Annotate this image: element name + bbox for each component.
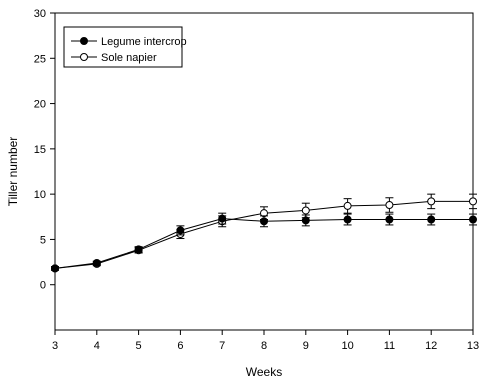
series-sole-napier [51,193,477,273]
y-tick-label: 15 [34,144,46,156]
data-point [385,201,394,210]
data-point [260,217,268,226]
x-tick-label: 8 [261,340,267,352]
data-point [134,245,143,254]
legend-label: Sole napier [101,52,157,64]
data-point [92,258,101,267]
y-tick-label: 0 [40,280,46,292]
x-tick-label: 12 [425,340,437,352]
data-point [176,226,185,235]
data-point [343,201,352,210]
data-point [385,215,394,224]
data-point [218,214,227,223]
data-point [301,206,310,215]
x-axis-title: Weeks [246,365,282,379]
data-point [427,197,436,206]
data-point [469,215,477,224]
legend-item-legume-intercrop: Legume intercrop [71,36,187,48]
legend-marker [80,53,88,61]
series-layer [51,193,477,273]
y-tick-label: 30 [34,8,46,20]
y-tick-label: 20 [34,99,46,111]
x-tick-label: 13 [467,340,479,352]
legend: Legume intercrop Sole napier [63,26,187,68]
x-tick-label: 7 [219,340,225,352]
x-tick-label: 6 [177,340,183,352]
x-axis: 3 4 5 6 7 8 9 10 11 12 13 [52,330,479,352]
data-point [301,216,310,225]
y-axis: 0 5 10 15 20 25 30 [34,8,55,292]
x-tick-label: 4 [94,340,100,352]
data-point [51,264,59,273]
legend-marker [80,37,88,45]
data-point [469,197,477,206]
y-tick-label: 10 [34,189,46,201]
legend-label: Legume intercrop [101,36,187,48]
legend-item-sole-napier: Sole napier [71,52,157,64]
x-tick-label: 9 [303,340,309,352]
data-point [427,215,436,224]
y-tick-label: 25 [34,53,46,65]
x-tick-label: 5 [136,340,142,352]
y-axis-title: Tiller number [6,137,20,207]
x-tick-label: 3 [52,340,58,352]
series-legume-intercrop [51,212,477,273]
x-tick-label: 10 [341,340,353,352]
y-tick-label: 5 [40,234,46,246]
data-point [343,215,352,224]
x-tick-label: 11 [384,340,395,352]
